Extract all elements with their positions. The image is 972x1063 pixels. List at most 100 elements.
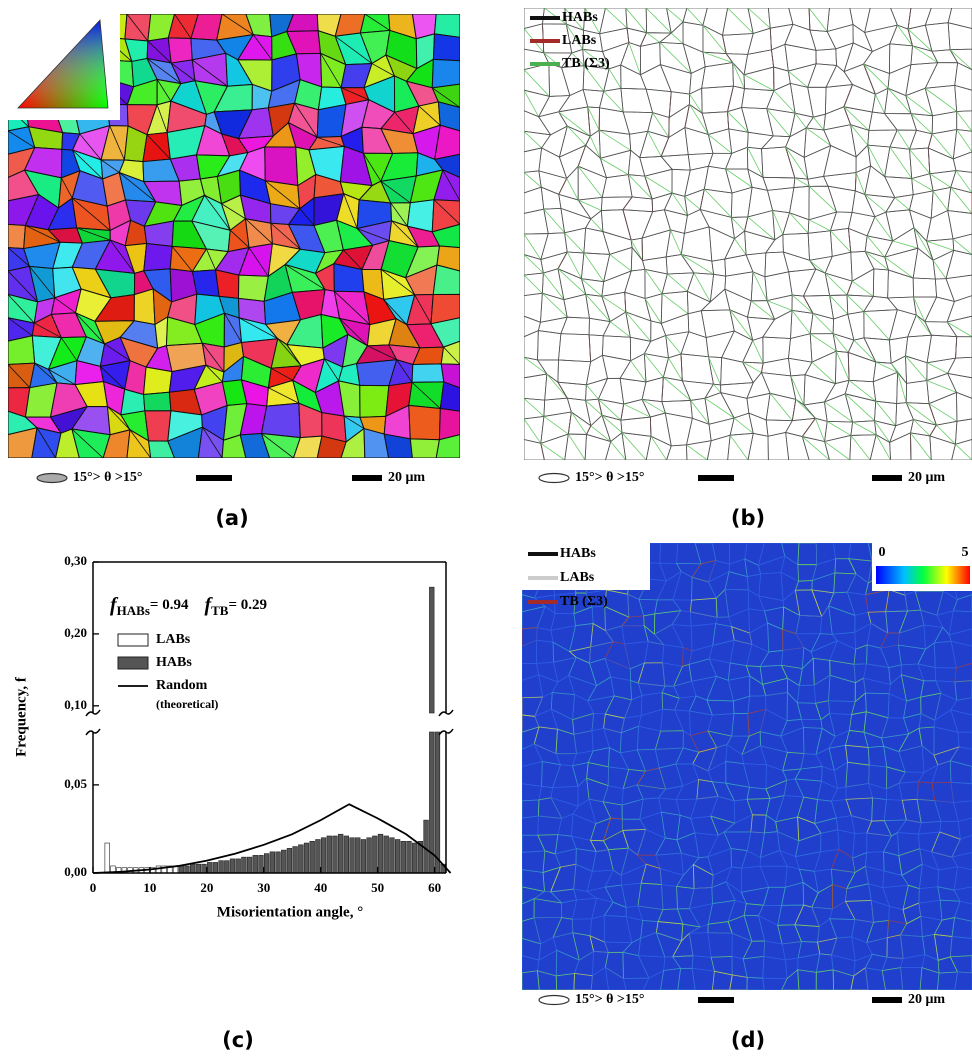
grain (265, 147, 298, 186)
bar (236, 859, 241, 873)
boundary-map (524, 8, 972, 460)
scale-symbol (539, 474, 569, 483)
bar (253, 855, 258, 873)
bar (384, 836, 389, 873)
x-tick-label: 60 (428, 880, 441, 895)
scale-bar-label: 20 μm (388, 470, 425, 485)
bar (293, 847, 298, 873)
x-tick-label: 40 (314, 880, 327, 895)
grain (522, 559, 543, 577)
grain (360, 14, 390, 33)
grain (624, 543, 643, 563)
bar (401, 841, 406, 873)
grain (538, 543, 557, 559)
grain (435, 14, 460, 37)
bar (412, 843, 417, 873)
grain (440, 382, 460, 411)
bar (185, 866, 190, 873)
bar (105, 843, 110, 873)
annotation-value: = 0.94 (150, 597, 189, 613)
kam-map (522, 543, 972, 990)
bar (202, 864, 207, 873)
bar (281, 850, 286, 873)
grain (538, 556, 554, 575)
figure: 0 5 (a) (b) (c) (d) Misorientation angle… (0, 0, 972, 1063)
bar (219, 861, 224, 873)
scale-bar (352, 475, 382, 481)
grain (192, 270, 219, 296)
scale-symbol (37, 474, 67, 483)
grain (134, 289, 155, 325)
x-tick-label: 0 (90, 880, 97, 895)
ipf-key (8, 14, 120, 120)
bar (344, 836, 349, 873)
grain (144, 367, 172, 394)
grain (143, 133, 170, 162)
bar-upper (429, 587, 434, 713)
legend-label: HABs (560, 546, 596, 561)
caption: (a) (215, 506, 248, 530)
annotation-subscript: TB (211, 603, 229, 618)
bar (190, 864, 195, 873)
grain (360, 385, 389, 417)
bar (333, 836, 338, 873)
bar (321, 838, 326, 873)
bar (304, 843, 309, 873)
grain (432, 59, 460, 87)
grain (410, 439, 439, 458)
scale-symbol (196, 475, 232, 481)
bar (395, 840, 400, 873)
colorbar-gradient (876, 566, 970, 584)
legend-label: HABs (156, 655, 192, 670)
bar (378, 834, 383, 873)
bar (259, 855, 264, 873)
bar (350, 838, 355, 873)
scale-legend: 15°> θ >15° (73, 470, 142, 485)
scale-symbol (698, 475, 734, 481)
grain (245, 219, 272, 248)
bar (224, 861, 229, 873)
grain (216, 270, 239, 299)
bar (316, 840, 321, 873)
scale-bar-label: 20 μm (908, 470, 945, 485)
annotation-value: = 0.29 (228, 597, 267, 613)
x-tick-label: 50 (371, 880, 384, 895)
map-background (524, 8, 972, 460)
y-tick-label: 0,30 (64, 553, 87, 568)
scale-symbol (539, 996, 569, 1005)
grain (409, 405, 441, 439)
legend-label: LABs (156, 632, 191, 647)
grain (522, 543, 539, 560)
scale-symbol (698, 997, 734, 1003)
bar (270, 852, 275, 873)
bar (264, 854, 269, 873)
bar (310, 841, 315, 873)
grain (433, 34, 460, 61)
bar (372, 836, 377, 873)
caption: (b) (731, 506, 765, 530)
legend-swatch (118, 634, 148, 646)
legend-label: LABs (560, 570, 595, 585)
caption: (c) (222, 1028, 254, 1052)
bar (213, 862, 218, 873)
bar (276, 852, 281, 873)
legend-label: TB (Σ3) (562, 56, 610, 71)
bar (247, 857, 252, 873)
annotation: fHABs= 0.94fTB= 0.29 (110, 594, 267, 618)
page: { "panels": { "a": {"caption": "(a)", "s… (0, 0, 972, 1063)
legend-label: HABs (562, 10, 598, 25)
colorbar: 0 5 (872, 541, 972, 591)
bar (435, 732, 440, 873)
grain (609, 559, 628, 578)
bar (367, 838, 372, 873)
scale-bar (872, 475, 902, 481)
grain (624, 559, 649, 579)
bar (207, 862, 212, 873)
x-tick-label: 10 (143, 880, 156, 895)
legend-label-line: Random (156, 678, 208, 693)
bar (287, 848, 292, 873)
bar (338, 834, 343, 873)
grain (609, 543, 626, 559)
bar (196, 864, 201, 873)
colorbar-max: 5 (962, 545, 969, 560)
